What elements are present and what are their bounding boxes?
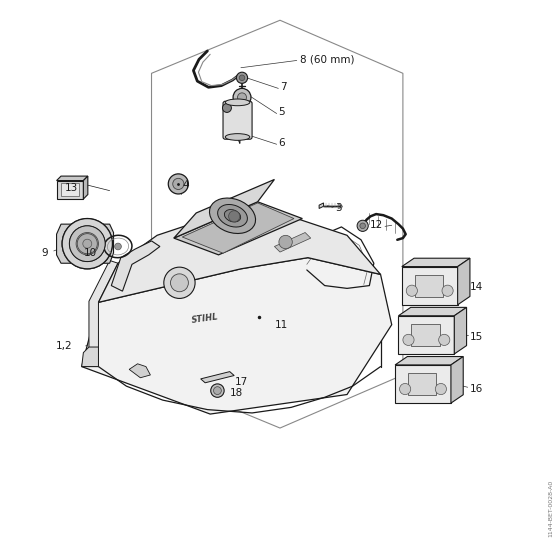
Text: 3: 3 (335, 203, 342, 213)
Ellipse shape (209, 198, 255, 234)
Polygon shape (458, 258, 470, 305)
Circle shape (233, 88, 251, 106)
Circle shape (399, 384, 410, 395)
Circle shape (357, 220, 368, 231)
Polygon shape (61, 183, 79, 196)
Text: 18: 18 (230, 388, 243, 398)
Text: 1144-BET-0028-A0: 1144-BET-0028-A0 (548, 480, 553, 537)
Text: 9: 9 (41, 248, 48, 258)
Circle shape (115, 243, 122, 250)
Polygon shape (398, 307, 466, 316)
Text: STIHL: STIHL (190, 312, 219, 325)
Circle shape (211, 384, 224, 397)
Circle shape (222, 104, 231, 113)
Polygon shape (174, 179, 274, 238)
Text: 13: 13 (65, 183, 78, 193)
Polygon shape (57, 224, 114, 263)
Text: 4: 4 (182, 180, 189, 190)
Circle shape (442, 285, 453, 296)
Circle shape (360, 223, 366, 228)
Circle shape (228, 211, 240, 222)
Circle shape (69, 226, 105, 262)
Polygon shape (83, 176, 88, 199)
Circle shape (172, 178, 184, 189)
Polygon shape (82, 258, 392, 414)
Circle shape (239, 75, 245, 81)
Circle shape (76, 232, 99, 255)
Polygon shape (395, 365, 451, 403)
Circle shape (168, 174, 188, 194)
Polygon shape (57, 176, 88, 180)
Circle shape (237, 93, 246, 102)
Polygon shape (82, 260, 118, 367)
Text: 6: 6 (278, 138, 285, 148)
Text: 16: 16 (470, 384, 483, 394)
Polygon shape (111, 241, 160, 291)
Text: 11: 11 (274, 320, 288, 330)
Circle shape (279, 235, 292, 249)
Circle shape (435, 384, 446, 395)
Polygon shape (274, 232, 311, 252)
Text: 12: 12 (370, 220, 382, 230)
Circle shape (164, 267, 195, 298)
Circle shape (438, 334, 450, 346)
Circle shape (77, 234, 97, 254)
Polygon shape (414, 274, 443, 297)
FancyBboxPatch shape (223, 101, 252, 139)
Circle shape (62, 218, 113, 269)
Polygon shape (129, 364, 151, 378)
Polygon shape (174, 202, 302, 255)
Circle shape (69, 226, 105, 262)
Circle shape (236, 72, 248, 83)
Circle shape (83, 239, 92, 248)
Polygon shape (454, 307, 466, 354)
Circle shape (62, 218, 113, 269)
Polygon shape (411, 324, 440, 346)
Text: 15: 15 (470, 332, 483, 342)
Polygon shape (398, 316, 454, 354)
Circle shape (406, 285, 417, 296)
Text: 1,2: 1,2 (55, 341, 72, 351)
Polygon shape (402, 267, 458, 305)
Polygon shape (319, 203, 324, 208)
Text: 17: 17 (235, 377, 249, 386)
Circle shape (170, 274, 188, 292)
Polygon shape (82, 347, 99, 367)
Ellipse shape (225, 99, 250, 106)
Polygon shape (408, 373, 436, 395)
Ellipse shape (225, 134, 250, 141)
Polygon shape (99, 213, 381, 302)
Polygon shape (395, 357, 463, 365)
Polygon shape (451, 357, 463, 403)
Text: 8 (60 mm): 8 (60 mm) (300, 54, 354, 64)
Polygon shape (182, 203, 294, 253)
Circle shape (213, 387, 221, 394)
Polygon shape (57, 180, 83, 199)
Text: 14: 14 (470, 282, 483, 292)
Text: 10: 10 (83, 248, 96, 258)
Text: 5: 5 (278, 108, 285, 118)
Circle shape (403, 334, 414, 346)
Ellipse shape (218, 204, 248, 227)
Text: 7: 7 (280, 82, 287, 92)
Polygon shape (200, 372, 234, 383)
Polygon shape (402, 258, 470, 267)
Ellipse shape (225, 209, 241, 222)
